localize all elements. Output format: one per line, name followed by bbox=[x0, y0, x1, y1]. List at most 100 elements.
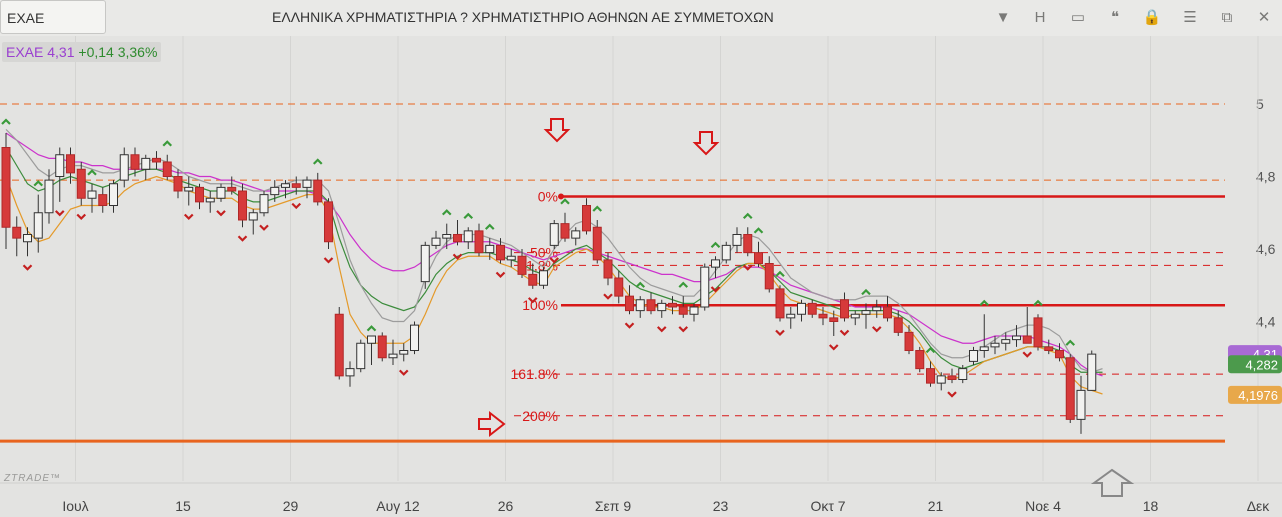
up-signal-icon bbox=[592, 205, 603, 212]
candle-down bbox=[926, 368, 935, 384]
plot-background bbox=[0, 36, 1282, 517]
candle-down bbox=[453, 234, 462, 243]
candle-down bbox=[313, 179, 323, 203]
candle-up bbox=[205, 197, 215, 203]
candle-up bbox=[420, 244, 430, 283]
candle-up bbox=[270, 186, 280, 196]
candle-up bbox=[463, 230, 473, 243]
down-signal-icon bbox=[76, 213, 87, 221]
down-signal-icon bbox=[495, 271, 506, 279]
candle-up bbox=[109, 183, 118, 206]
triangle-down-icon[interactable]: ▼ bbox=[995, 9, 1011, 26]
candle-down bbox=[528, 273, 538, 286]
candle-down bbox=[377, 335, 387, 359]
down-signal-icon bbox=[742, 264, 753, 271]
candle-down bbox=[947, 375, 957, 380]
down-signal-icon bbox=[624, 322, 635, 329]
candle-down bbox=[227, 186, 237, 192]
symbol-input[interactable]: EXAE bbox=[0, 0, 106, 34]
up-signal-icon bbox=[710, 241, 721, 249]
price-badge-label: 4,1976 bbox=[1238, 388, 1278, 403]
fibonacci-label: 100% bbox=[522, 297, 558, 313]
up-signal-icon bbox=[560, 198, 570, 205]
down-signal-icon bbox=[237, 235, 248, 242]
candle-up bbox=[184, 186, 194, 192]
up-signal-icon bbox=[1033, 299, 1043, 307]
candle-down bbox=[1055, 350, 1064, 359]
down-signal-icon bbox=[710, 286, 721, 293]
down-signal-icon bbox=[291, 202, 302, 210]
fibonacci-label: 161.8% bbox=[511, 366, 558, 382]
candle-up bbox=[44, 179, 54, 214]
y-tick-label: 5 bbox=[1256, 96, 1264, 112]
top-bar: EXAE ΕΛΛΗΝΙΚΑ ΧΡΗΜΑΤΙΣΤΗΡΙΑ ? ΧΡΗΜΑΤΙΣΤΗ… bbox=[0, 0, 1282, 37]
down-signal-icon bbox=[656, 326, 667, 333]
candle-up bbox=[990, 342, 1000, 348]
candle-up bbox=[302, 179, 312, 188]
candle-down bbox=[162, 161, 172, 177]
candle-up bbox=[485, 244, 495, 254]
close-icon[interactable]: ✕ bbox=[1257, 9, 1271, 26]
candle-down bbox=[1022, 335, 1032, 344]
candle-down bbox=[66, 154, 75, 174]
candle-down bbox=[582, 205, 591, 232]
candle-down bbox=[754, 252, 763, 264]
candle-down bbox=[324, 201, 333, 243]
candle-down bbox=[614, 277, 624, 297]
down-signal-icon bbox=[54, 210, 65, 217]
up-signal-icon bbox=[753, 227, 764, 234]
down-signal-icon bbox=[22, 264, 33, 271]
candle-down bbox=[1065, 357, 1075, 420]
down-signal-icon bbox=[549, 257, 560, 264]
candle-down bbox=[130, 154, 140, 170]
menu-icon[interactable]: ☰ bbox=[1183, 9, 1197, 26]
x-tick-label: 18 bbox=[1143, 498, 1159, 514]
x-tick-label: 26 bbox=[498, 498, 514, 514]
candle-down bbox=[678, 306, 688, 315]
candle-down bbox=[775, 288, 785, 319]
up-signal-icon bbox=[742, 212, 753, 220]
y-tick-label: 4,4 bbox=[1256, 314, 1276, 330]
candle-up bbox=[248, 212, 258, 221]
candle-up bbox=[23, 234, 32, 243]
candle-up bbox=[1012, 335, 1021, 341]
down-signal-icon bbox=[259, 224, 269, 231]
candle-up bbox=[850, 313, 860, 319]
candle-down bbox=[12, 226, 22, 239]
candle-up bbox=[700, 266, 710, 308]
h-button[interactable]: H bbox=[1034, 9, 1046, 26]
candle-up bbox=[442, 234, 452, 239]
down-signal-icon bbox=[828, 344, 839, 351]
x-tick-label: Δεκ bbox=[1247, 498, 1271, 514]
right-arrow-annotation-icon bbox=[478, 410, 506, 438]
candle-down bbox=[334, 313, 344, 377]
candle-down bbox=[195, 186, 204, 203]
candle-down bbox=[1, 147, 11, 228]
candle-up bbox=[399, 350, 409, 355]
down-signal-icon bbox=[527, 297, 538, 304]
candle-down bbox=[592, 226, 602, 261]
panel-icon[interactable]: ▭ bbox=[1070, 9, 1086, 26]
candle-up bbox=[786, 313, 796, 319]
up-signal-icon bbox=[33, 180, 44, 187]
candle-down bbox=[291, 183, 301, 188]
x-tick-label: Σεπ 9 bbox=[595, 498, 631, 514]
quote-icon[interactable]: ❝ bbox=[1110, 9, 1120, 26]
candle-down bbox=[238, 190, 247, 221]
up-signal-icon bbox=[925, 346, 936, 354]
price-badge bbox=[1228, 355, 1282, 374]
lock-icon[interactable]: 🔒 bbox=[1142, 9, 1162, 26]
candle-up bbox=[87, 190, 97, 199]
candle-down bbox=[743, 234, 753, 254]
x-tick-label: Οκτ 7 bbox=[810, 498, 845, 514]
candle-up bbox=[216, 186, 226, 199]
up-signal-icon bbox=[861, 288, 871, 296]
legend-percent: 3,36% bbox=[117, 44, 158, 60]
y-tick-label: 4,8 bbox=[1256, 169, 1276, 185]
x-tick-label: 23 bbox=[713, 498, 729, 514]
down-signal-icon bbox=[216, 210, 226, 217]
window-icon[interactable]: ⧉ bbox=[1221, 9, 1233, 26]
down-signal-icon bbox=[183, 213, 194, 221]
down-arrow-annotation-icon bbox=[543, 118, 571, 143]
